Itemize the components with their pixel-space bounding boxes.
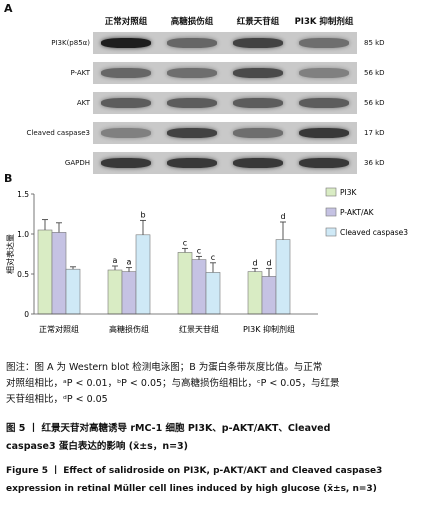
- title-cn-line-2: caspase3 蛋白表达的影响 (x̄±s，n=3): [6, 441, 188, 452]
- significance-label: c: [197, 246, 201, 255]
- blot-strip: [93, 92, 357, 114]
- caption-line-3: 天苷组相比，ᵈP < 0.05: [6, 394, 108, 405]
- group-header-salidroside: 红景天苷组: [236, 17, 280, 27]
- x-tick-label: 正常对照组: [39, 324, 79, 334]
- bar: [205, 272, 221, 315]
- figure-caption: 图注：图 A 为 Western blot 检测电泳图；B 为蛋白条带灰度比值。…: [6, 360, 430, 408]
- significance-label: d: [266, 258, 271, 267]
- blot-molecular-weight: 36 kD: [364, 159, 385, 167]
- blot-band: [167, 68, 217, 78]
- blot-row-label: P-AKT: [70, 69, 90, 77]
- significance-label: b: [140, 210, 145, 219]
- blot-band: [167, 158, 217, 168]
- blot-band: [233, 38, 283, 48]
- bar: [191, 259, 207, 315]
- blot-band: [101, 68, 151, 78]
- y-tick-label: 1.5: [17, 190, 29, 199]
- blot-band: [167, 98, 217, 108]
- significance-label: a: [113, 256, 118, 265]
- caption-line-2: 对照组相比，ᵃP < 0.01，ᵇP < 0.05；与高糖损伤组相比，ᶜP < …: [6, 378, 340, 389]
- legend-label: P-AKT/AK: [340, 208, 375, 217]
- blot-strip: [93, 152, 357, 174]
- blot-molecular-weight: 56 kD: [364, 99, 385, 107]
- blot-band: [101, 38, 151, 48]
- blot-band: [167, 128, 217, 138]
- bar: [261, 276, 277, 315]
- legend-swatch: [325, 207, 337, 217]
- blot-band: [299, 128, 349, 138]
- group-header-control: 正常对照组: [104, 17, 148, 27]
- x-tick-label: PI3K 抑制剂组: [243, 324, 295, 334]
- significance-label: d: [252, 258, 257, 267]
- blot-band: [233, 128, 283, 138]
- significance-label: c: [183, 238, 187, 247]
- legend-swatch: [325, 187, 337, 197]
- blot-band: [101, 158, 151, 168]
- legend-label: PI3K: [340, 188, 358, 197]
- blot-strip: [93, 32, 357, 54]
- blot-row-label: GAPDH: [64, 159, 90, 167]
- bar: [121, 271, 137, 315]
- blot-row-label: Cleaved caspase3: [26, 129, 90, 137]
- blot-band: [299, 38, 349, 48]
- blot-band: [233, 98, 283, 108]
- title-cn-line-1: 图 5 丨 红景天苷对高糖诱导 rMC-1 细胞 PI3K、p-AKT/AKT、…: [6, 423, 331, 434]
- blot-molecular-weight: 56 kD: [364, 69, 385, 77]
- blot-strip: [93, 62, 357, 84]
- panel-b-label: B: [4, 172, 13, 185]
- legend-label: Cleaved caspase3: [340, 228, 408, 237]
- bar: [107, 269, 123, 315]
- bar: [135, 234, 151, 315]
- blot-band: [233, 158, 283, 168]
- blot-row-label: PI3K(p85α): [51, 39, 90, 47]
- significance-label: d: [280, 212, 285, 221]
- bar: [37, 229, 53, 315]
- blot-band: [299, 98, 349, 108]
- bar: [247, 271, 263, 315]
- blot-strip: [93, 122, 357, 144]
- group-header-pi3k-inhibitor: PI3K 抑制剂组: [294, 17, 354, 27]
- caption-line-1: 图注：图 A 为 Western blot 检测电泳图；B 为蛋白条带灰度比值。…: [6, 362, 323, 373]
- title-en-line-2: expression in retinal Müller cell lines …: [6, 484, 377, 494]
- y-tick-label: 0.5: [17, 270, 29, 279]
- x-tick-label: 红景天苷组: [179, 324, 219, 334]
- blot-band: [299, 158, 349, 168]
- x-tick-label: 高糖损伤组: [109, 324, 149, 334]
- blot-molecular-weight: 17 kD: [364, 129, 385, 137]
- bar: [65, 268, 81, 315]
- bar: [177, 252, 193, 315]
- significance-label: a: [127, 258, 132, 267]
- blot-band: [101, 98, 151, 108]
- blot-band: [101, 128, 151, 138]
- significance-label: c: [211, 253, 215, 262]
- bar: [51, 232, 67, 315]
- figure-title-cn: 图 5 丨 红景天苷对高糖诱导 rMC-1 细胞 PI3K、p-AKT/AKT、…: [6, 420, 430, 456]
- legend-swatch: [325, 227, 337, 237]
- blot-row-label: AKT: [76, 99, 90, 107]
- y-tick-label: 1.0: [17, 230, 29, 239]
- blot-band: [167, 38, 217, 48]
- blot-band: [299, 68, 349, 78]
- figure-title-en: Figure 5 丨 Effect of salidroside on PI3K…: [6, 462, 434, 498]
- bar: [275, 239, 291, 315]
- blot-band: [233, 68, 283, 78]
- y-tick-label: 0: [24, 310, 29, 319]
- blot-molecular-weight: 85 kD: [364, 39, 385, 47]
- y-axis-label: 相对表达量: [5, 234, 15, 274]
- panel-a-label: A: [4, 2, 13, 15]
- group-header-high-glucose: 高糖损伤组: [170, 17, 214, 27]
- title-en-line-1: Figure 5 丨 Effect of salidroside on PI3K…: [6, 466, 383, 476]
